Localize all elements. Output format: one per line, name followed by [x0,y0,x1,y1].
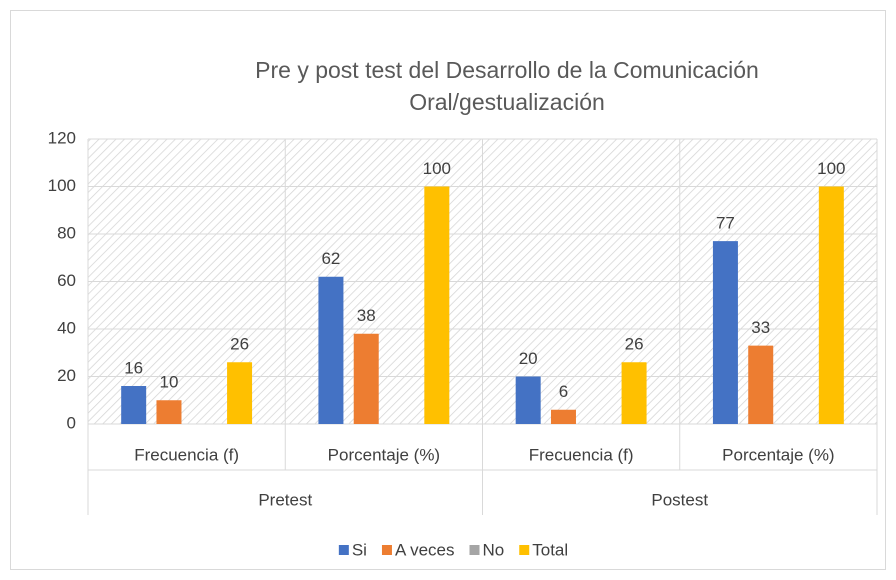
y-tick-label: 100 [48,176,76,195]
data-label: 16 [124,358,143,377]
legend-label: No [483,540,505,559]
chart-title: Pre y post test del Desarrollo de la Com… [255,57,759,83]
data-label: 26 [625,335,644,354]
data-label: 100 [817,159,845,178]
x-tick-label: Porcentaje (%) [722,445,834,464]
y-tick-label: 80 [57,223,76,242]
legend-label: A veces [395,540,455,559]
legend-label: Total [532,540,568,559]
y-tick-label: 60 [57,271,76,290]
data-label: 100 [423,159,451,178]
bar [353,333,379,424]
bar [227,362,253,424]
chart-title: Oral/gestualización [409,89,605,115]
data-label: 26 [230,335,249,354]
data-label: 20 [519,349,538,368]
y-tick-label: 120 [48,128,76,147]
legend-swatch [469,545,480,555]
group-label: Postest [651,490,708,509]
bar [712,241,738,424]
legend-swatch [338,545,349,555]
x-tick-label: Frecuencia (f) [529,445,634,464]
x-tick-label: Porcentaje (%) [328,445,440,464]
data-label: 33 [751,318,770,337]
bar [318,276,344,424]
y-tick-label: 40 [57,318,76,337]
bar [748,345,774,424]
bar [156,400,182,424]
group-label: Pretest [258,490,312,509]
y-tick-label: 0 [67,413,76,432]
data-label: 77 [716,214,735,233]
data-label: 6 [559,382,568,401]
data-label: 62 [321,249,340,268]
bar [621,362,647,424]
legend-swatch [381,545,392,555]
legend-swatch [519,545,530,555]
data-label: 10 [160,373,179,392]
x-tick-label: Frecuencia (f) [134,445,239,464]
y-tick-label: 20 [57,366,76,385]
bar [515,376,541,424]
bar [550,409,576,424]
data-label: 38 [357,306,376,325]
bar [424,186,450,424]
legend-label: Si [352,540,367,559]
bar [818,186,844,424]
bar [121,386,147,424]
